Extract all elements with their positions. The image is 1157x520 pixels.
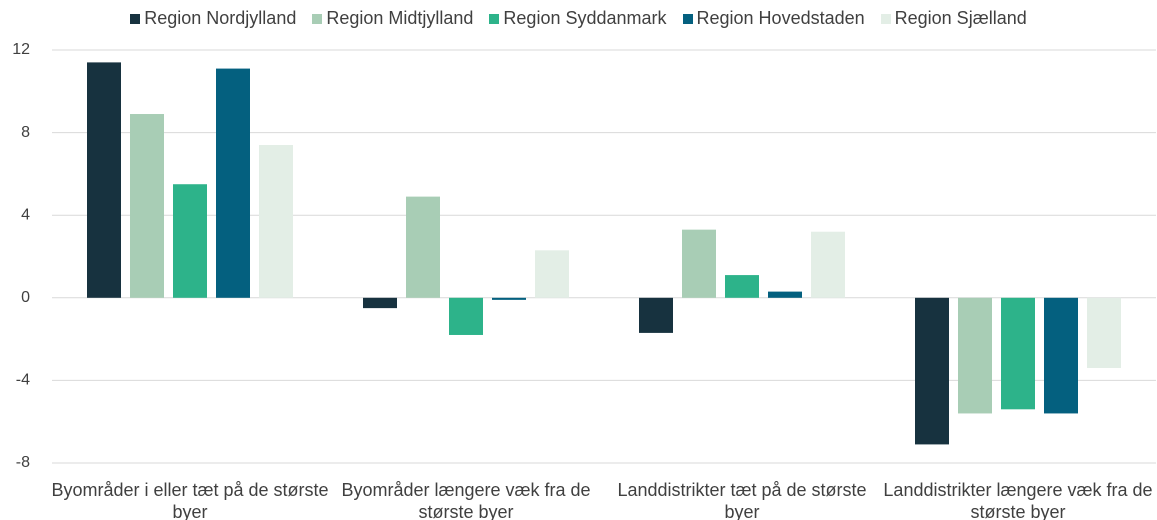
legend-swatch	[312, 13, 323, 24]
bar	[259, 144, 293, 298]
legend-item: Region Sjælland	[880, 8, 1027, 29]
legend-swatch	[682, 13, 693, 24]
y-tick-label: 12	[12, 41, 30, 58]
legend-swatch	[489, 13, 500, 24]
y-tick-label: -4	[16, 372, 30, 389]
legend-item: Region Syddanmark	[489, 8, 667, 29]
bar	[725, 275, 759, 298]
legend-item: Region Midtjylland	[312, 8, 473, 29]
x-tick-label: Landdistrikter længere væk fra de størst…	[883, 480, 1153, 520]
legend-label: Region Hovedstaden	[696, 8, 865, 28]
legend-label: Region Syddanmark	[503, 8, 667, 28]
bar	[492, 297, 526, 300]
y-tick-label: 8	[21, 124, 30, 141]
bar	[130, 114, 164, 298]
bar	[682, 229, 716, 298]
x-tick-label: Landdistrikter tæt på de største byer	[617, 480, 867, 520]
bar	[449, 297, 483, 335]
x-tick-label-box: Landdistrikter tæt på de største byer	[617, 480, 867, 520]
bar	[811, 231, 845, 298]
x-tick-label-box: Landdistrikter længere væk fra de størst…	[883, 480, 1153, 520]
y-tick-label: 0	[21, 289, 30, 306]
bar	[1001, 297, 1035, 410]
bar	[915, 297, 949, 445]
bar	[406, 196, 440, 298]
bar	[768, 291, 802, 298]
y-tick-label: 4	[21, 206, 30, 223]
x-tick-label: Byområder længere væk fra de største bye…	[341, 480, 591, 520]
bar	[216, 68, 250, 298]
legend-item: Region Hovedstaden	[682, 8, 865, 29]
legend: Region Nordjylland Region Midtjylland Regi…	[0, 8, 1157, 29]
x-tick-label-box: Byområder længere væk fra de største bye…	[341, 480, 591, 520]
legend-swatch	[880, 13, 891, 24]
bar	[87, 62, 121, 298]
bar	[1044, 297, 1078, 414]
legend-item: Region Nordjylland	[130, 8, 296, 29]
x-tick-label-box: Byområder i eller tæt på de største byer	[51, 480, 329, 520]
bar	[958, 297, 992, 414]
legend-label: Region Nordjylland	[144, 8, 297, 28]
bar	[173, 184, 207, 298]
bar	[363, 297, 397, 309]
x-tick-label: Byområder i eller tæt på de største byer	[51, 480, 329, 520]
legend-label: Region Sjælland	[894, 8, 1027, 28]
legend-swatch	[130, 13, 141, 24]
legend-label: Region Midtjylland	[326, 8, 474, 28]
y-tick-label: -8	[16, 454, 30, 471]
bar	[639, 297, 673, 333]
bar	[535, 250, 569, 298]
bar	[1087, 297, 1121, 369]
